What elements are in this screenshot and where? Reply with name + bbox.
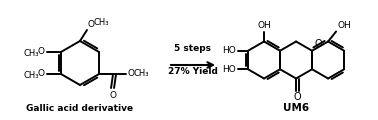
Text: O: O: [88, 20, 95, 29]
Text: O: O: [127, 69, 134, 78]
Text: UM6: UM6: [283, 103, 309, 113]
Text: Gallic acid derivative: Gallic acid derivative: [26, 104, 133, 113]
Text: O: O: [38, 69, 45, 78]
Text: 5 steps: 5 steps: [175, 44, 212, 53]
Text: O: O: [110, 91, 116, 100]
Text: 27% Yield: 27% Yield: [168, 67, 218, 76]
Text: CH₃: CH₃: [23, 48, 39, 57]
Text: O: O: [293, 91, 301, 102]
Text: CH₃: CH₃: [23, 71, 39, 79]
Text: HO: HO: [222, 46, 236, 55]
Text: OH: OH: [337, 21, 351, 30]
Text: O: O: [38, 48, 45, 57]
Text: CH₃: CH₃: [133, 69, 149, 78]
Text: HO: HO: [222, 65, 236, 74]
Text: OH: OH: [257, 21, 271, 30]
Text: O: O: [314, 39, 322, 49]
Text: CH₃: CH₃: [94, 18, 110, 27]
